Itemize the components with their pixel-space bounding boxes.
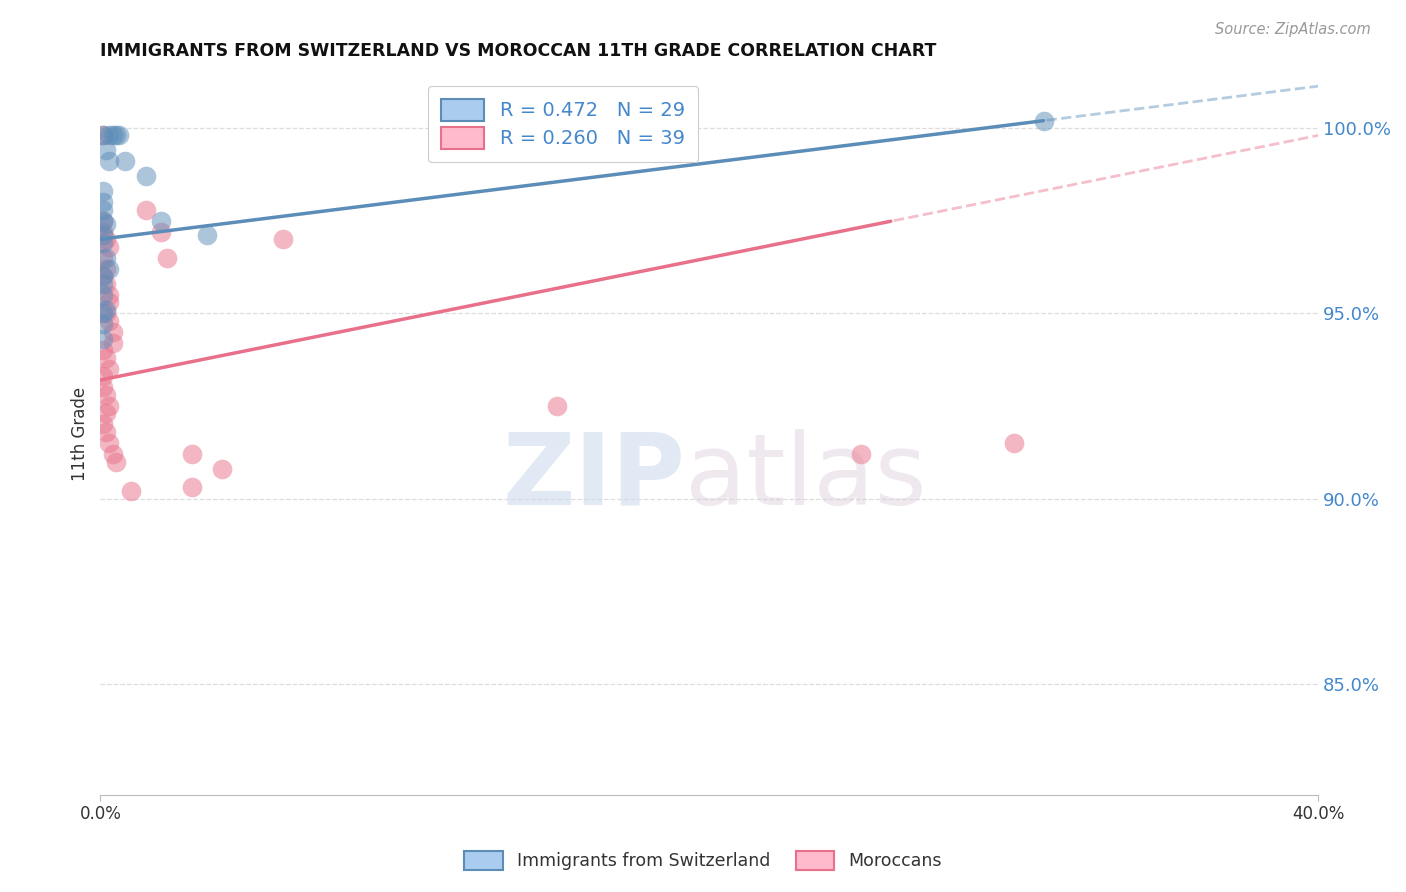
Point xyxy=(180,481,202,495)
Point xyxy=(93,128,115,143)
Point xyxy=(96,277,118,291)
Point xyxy=(150,213,173,227)
Point xyxy=(1033,113,1056,128)
Point xyxy=(93,251,115,265)
Point xyxy=(96,232,118,246)
Point xyxy=(96,251,118,265)
Point xyxy=(93,318,115,332)
Point xyxy=(101,335,124,350)
Point xyxy=(98,399,121,413)
Point xyxy=(135,202,157,217)
Point xyxy=(96,306,118,320)
Point xyxy=(96,302,118,317)
Point xyxy=(98,362,121,376)
Point xyxy=(101,447,124,461)
Point xyxy=(93,269,115,284)
Point xyxy=(104,128,127,143)
Point xyxy=(96,388,118,402)
Point xyxy=(211,462,233,476)
Point xyxy=(156,251,179,265)
Point xyxy=(93,128,115,143)
Point xyxy=(93,269,115,284)
Point xyxy=(93,228,115,243)
Point xyxy=(96,143,118,157)
Point xyxy=(98,128,121,143)
Point xyxy=(93,343,115,358)
Point xyxy=(98,154,121,169)
Point xyxy=(96,351,118,365)
Point xyxy=(93,287,115,301)
Point xyxy=(93,235,115,250)
Point xyxy=(98,436,121,450)
Point xyxy=(114,154,136,169)
Point xyxy=(546,399,568,413)
Point xyxy=(93,380,115,394)
Point xyxy=(93,184,115,198)
Point xyxy=(150,225,173,239)
Point xyxy=(96,218,118,232)
Point xyxy=(101,325,124,339)
Point xyxy=(93,417,115,432)
Text: Source: ZipAtlas.com: Source: ZipAtlas.com xyxy=(1215,22,1371,37)
Point xyxy=(271,232,294,246)
Point xyxy=(96,406,118,420)
Point xyxy=(93,195,115,210)
Point xyxy=(120,484,142,499)
Point xyxy=(98,287,121,301)
Point xyxy=(93,202,115,217)
Point xyxy=(98,261,121,276)
Legend: Immigrants from Switzerland, Moroccans: Immigrants from Switzerland, Moroccans xyxy=(456,842,950,879)
Point xyxy=(1002,436,1025,450)
Point xyxy=(107,128,129,143)
Text: ZIP: ZIP xyxy=(502,428,685,525)
Point xyxy=(104,454,127,468)
Point xyxy=(195,228,218,243)
Point xyxy=(101,128,124,143)
Text: IMMIGRANTS FROM SWITZERLAND VS MOROCCAN 11TH GRADE CORRELATION CHART: IMMIGRANTS FROM SWITZERLAND VS MOROCCAN … xyxy=(100,42,936,60)
Point xyxy=(135,169,157,184)
Point xyxy=(93,213,115,227)
Point xyxy=(93,225,115,239)
Point xyxy=(93,277,115,291)
Text: atlas: atlas xyxy=(685,428,927,525)
Point xyxy=(439,128,461,143)
Point xyxy=(98,295,121,310)
Point xyxy=(93,332,115,346)
Point xyxy=(180,447,202,461)
Legend: R = 0.472   N = 29, R = 0.260   N = 39: R = 0.472 N = 29, R = 0.260 N = 39 xyxy=(427,86,699,162)
Point xyxy=(96,425,118,439)
Point xyxy=(98,314,121,328)
Y-axis label: 11th Grade: 11th Grade xyxy=(72,387,89,481)
Point xyxy=(93,213,115,227)
Point xyxy=(98,239,121,253)
Point xyxy=(93,369,115,384)
Point xyxy=(93,306,115,320)
Point xyxy=(851,447,873,461)
Point xyxy=(96,261,118,276)
